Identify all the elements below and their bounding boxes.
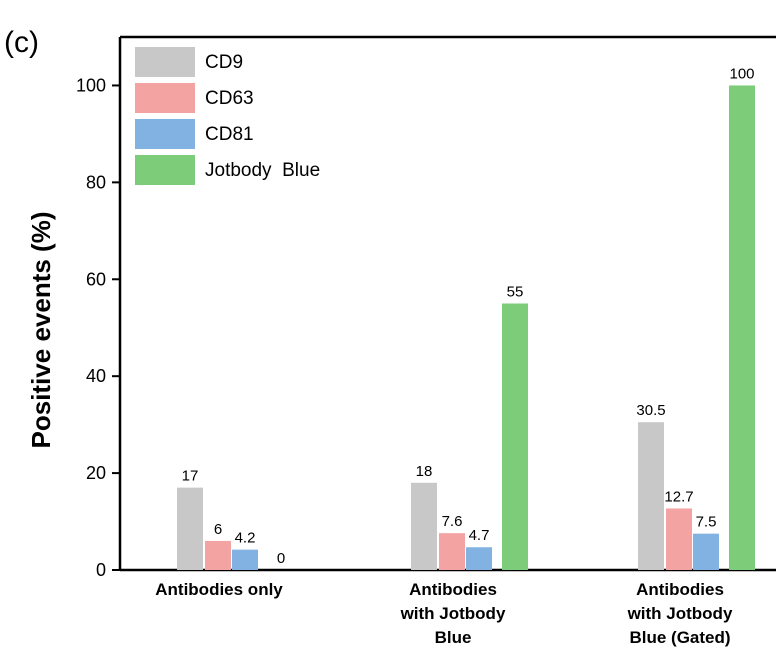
bar — [502, 303, 528, 570]
bar — [177, 487, 203, 570]
x-tick-label: Antibodies with Jotbody Blue — [400, 580, 506, 647]
bar — [411, 482, 437, 570]
value-label: 12.7 — [664, 488, 693, 505]
legend-label: CD63 — [205, 88, 254, 109]
y-tick-label: 80 — [86, 172, 106, 192]
value-label: 30.5 — [636, 402, 665, 419]
value-label: 7.5 — [696, 514, 717, 531]
panel-label: (c) — [4, 26, 39, 59]
value-label: 18 — [416, 463, 433, 480]
legend-label: CD81 — [205, 124, 254, 145]
value-label: 100 — [729, 65, 754, 82]
bar — [638, 422, 664, 570]
bar — [729, 85, 755, 571]
legend-swatch — [135, 47, 195, 77]
value-label: 17 — [182, 468, 199, 485]
value-label: 0 — [277, 550, 285, 567]
bar — [439, 533, 465, 570]
bar — [693, 533, 719, 570]
value-label: 7.6 — [442, 513, 463, 530]
value-label: 6 — [214, 521, 222, 538]
legend-swatch — [135, 83, 195, 113]
bar — [205, 540, 231, 570]
value-label: 4.7 — [469, 527, 490, 544]
bar — [666, 508, 692, 570]
legend-label: Jotbody Blue — [205, 160, 320, 181]
y-tick-label: 20 — [86, 463, 106, 483]
legend-swatch — [135, 155, 195, 185]
y-tick-label: 40 — [86, 366, 106, 386]
legend-swatch — [135, 119, 195, 149]
y-tick-label: 0 — [96, 560, 106, 580]
value-label: 4.2 — [235, 530, 256, 547]
y-tick-label: 60 — [86, 269, 106, 289]
bar — [232, 549, 258, 570]
y-tick-label: 100 — [76, 75, 106, 95]
x-tick-label: Antibodies with Jotbody Blue (Gated) — [627, 580, 733, 647]
bar — [466, 547, 492, 570]
x-tick-label: Antibodies only — [155, 580, 283, 599]
y-axis-label: Positive events (%) — [26, 212, 56, 449]
value-label: 55 — [507, 284, 524, 301]
legend-label: CD9 — [205, 52, 243, 73]
